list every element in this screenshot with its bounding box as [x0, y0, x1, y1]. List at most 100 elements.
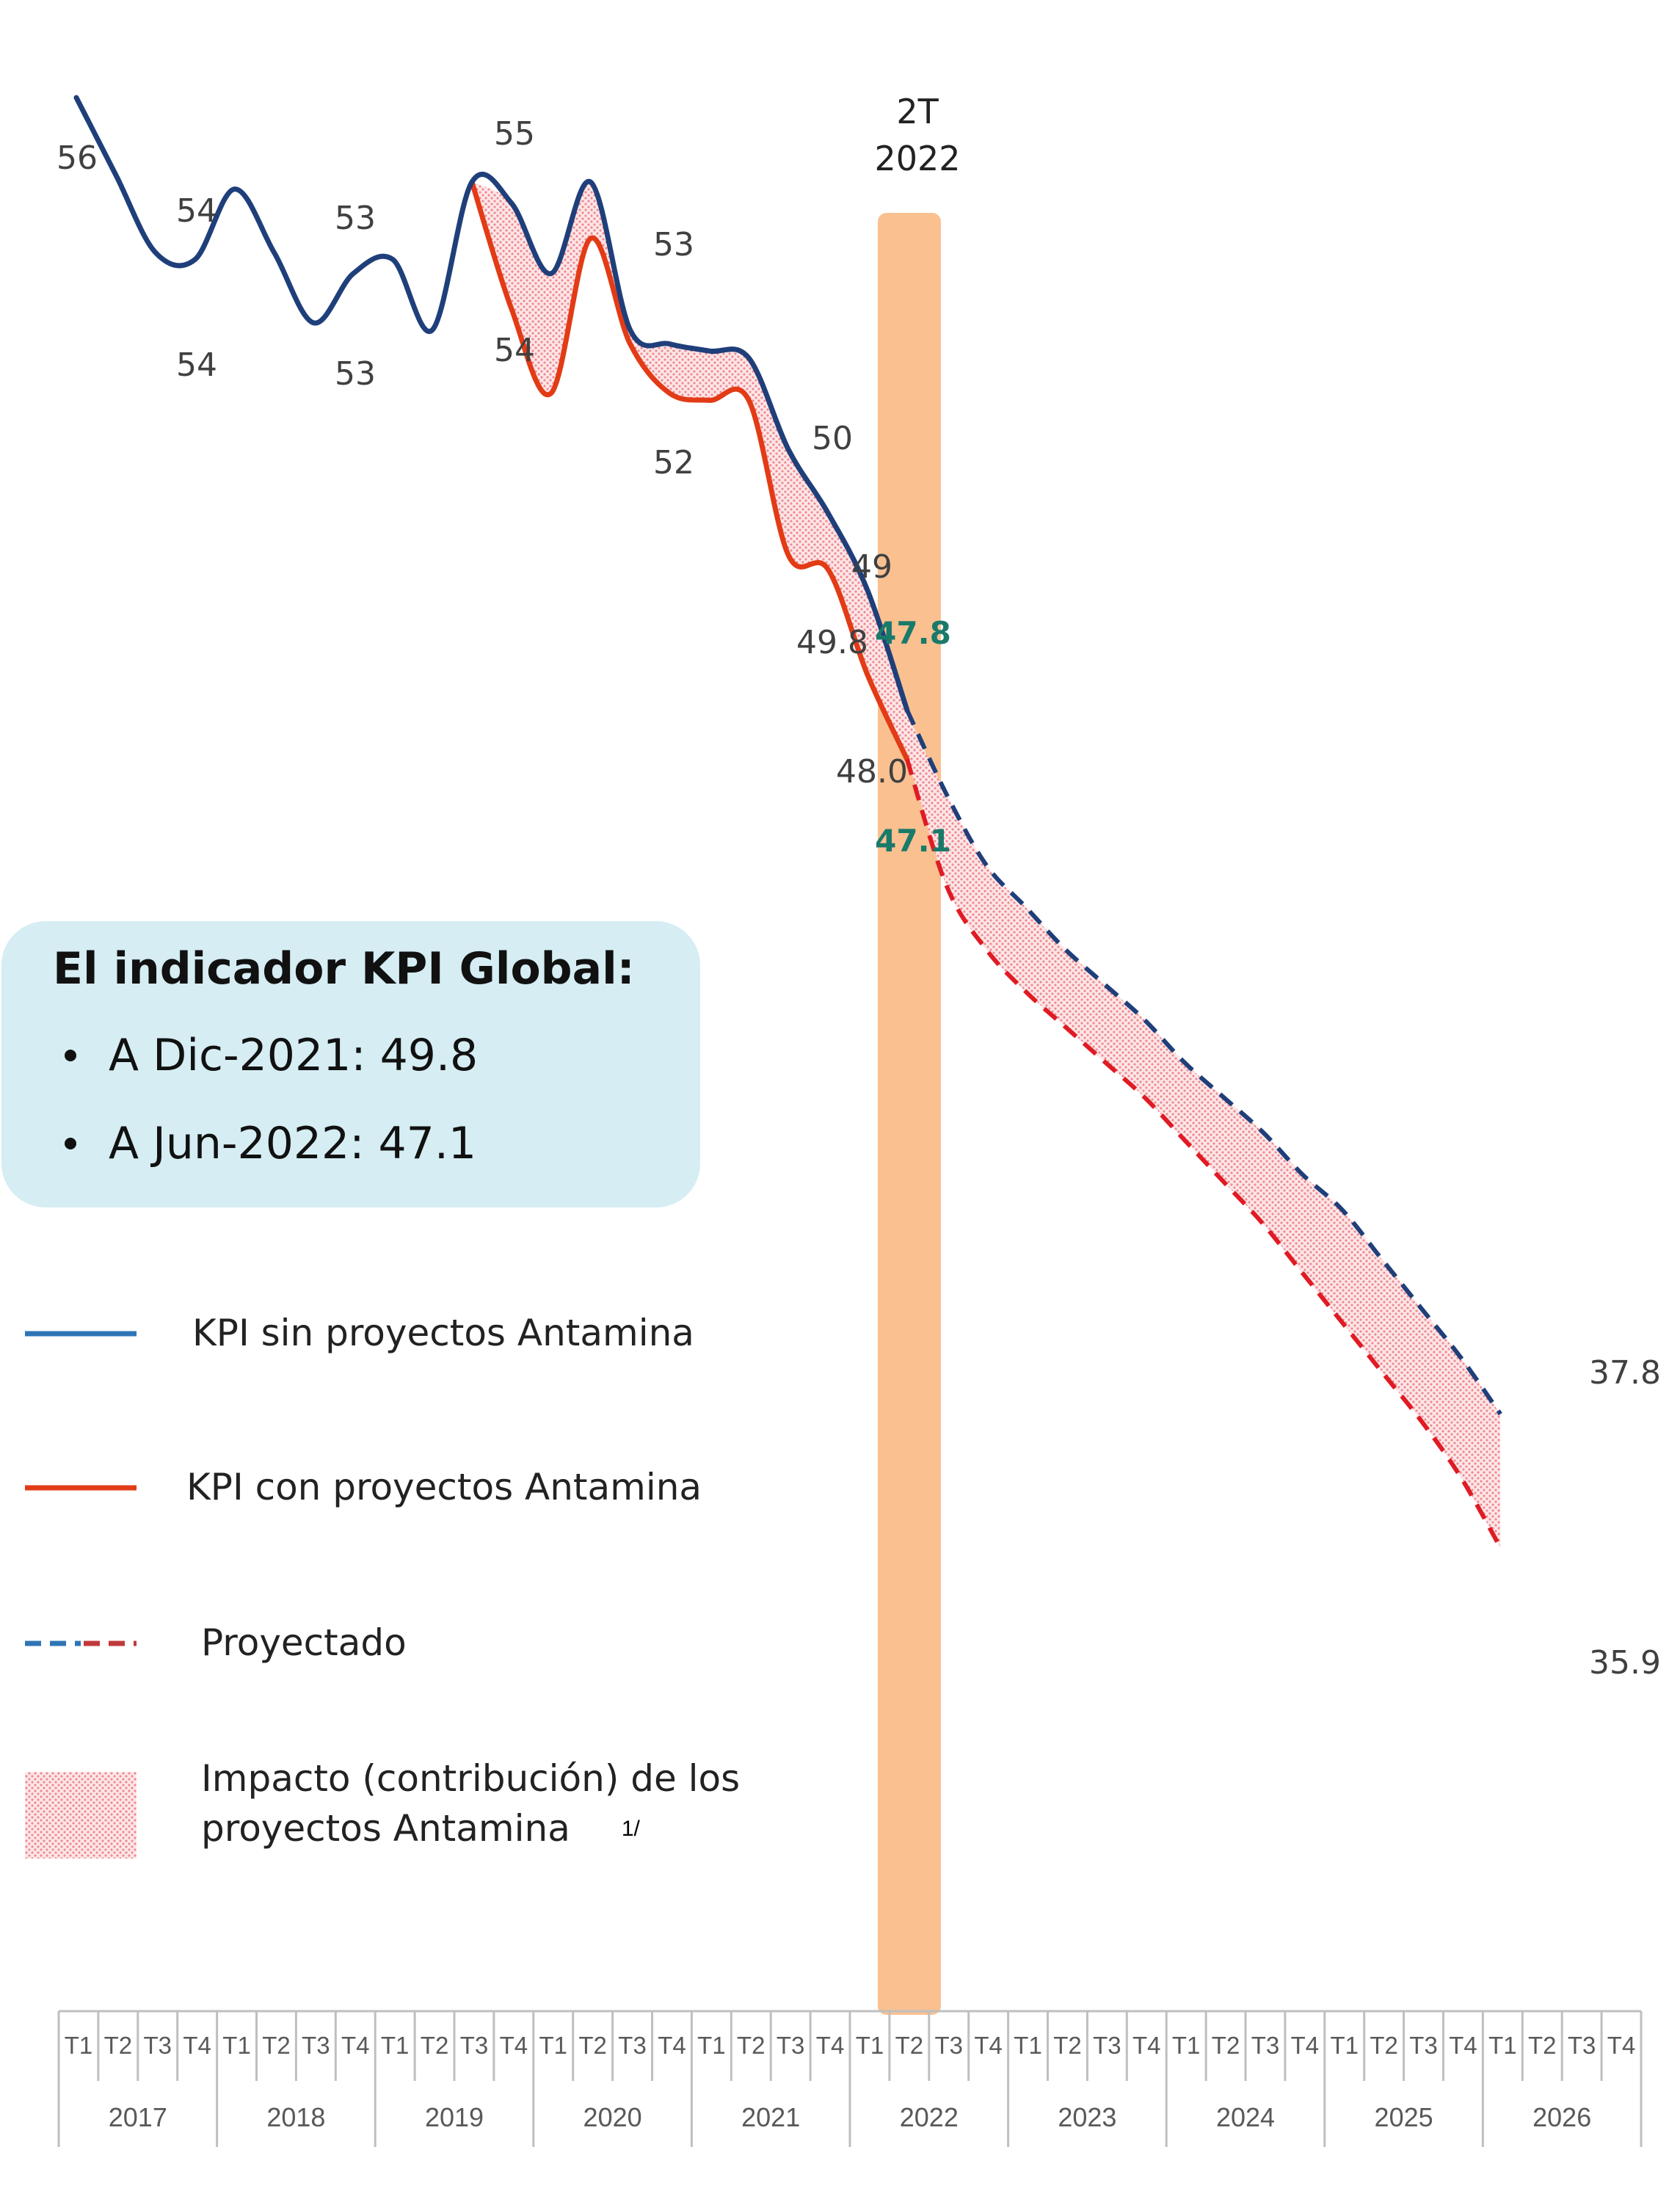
tick-label-quarter: T1: [1172, 2032, 1201, 2059]
data-label: 48.0: [836, 753, 908, 791]
tick-label-quarter: T3: [777, 2032, 805, 2059]
tick-label-year: 2024: [1216, 2102, 1275, 2132]
tick-label-year: 2020: [583, 2102, 642, 2132]
summary-item-dec-2021: A Dic-2021: 49.8: [53, 1030, 700, 1081]
tick-label-quarter: T3: [934, 2032, 963, 2059]
tick-label-year: 2026: [1532, 2102, 1591, 2132]
data-label: 52: [653, 444, 694, 482]
tick-label-quarter: T4: [816, 2032, 845, 2059]
x-axis: T1 T2 T3 T4 T1 T2 T3 T4 T1 T2 T3 T4 T1 T2 T3 T4 T1 T2 T3 T4…: [57, 2010, 1643, 2147]
legend-swatch-dashed-line: [25, 1640, 137, 1646]
series-sin-line: [73, 95, 910, 713]
kpi-summary-box: El indicador KPI Global: A Dic-2021: 49.…: [1, 921, 700, 1207]
legend-swatch-red-line: [25, 1485, 137, 1491]
tick-label-quarter: T3: [1409, 2032, 1438, 2059]
tick-label-quarter: T3: [618, 2032, 647, 2059]
tick-label-quarter: T4: [1132, 2032, 1161, 2059]
tick-label-quarter: T4: [974, 2032, 1003, 2059]
data-label: 35.9: [1589, 1644, 1661, 1682]
data-label: 54: [494, 332, 535, 369]
highlight-period-label-2: 2022: [874, 139, 960, 178]
legend-label: Proyectado: [201, 1621, 407, 1664]
series-con-line: [469, 179, 910, 762]
tick-label-quarter: T3: [302, 2032, 330, 2059]
tick-label-year: 2023: [1058, 2102, 1116, 2132]
tick-label-quarter: T1: [1330, 2032, 1359, 2059]
tick-label-quarter: T1: [65, 2032, 93, 2059]
legend-label: Impacto (contribución) de los proyectos …: [201, 1757, 741, 1850]
tick-label-quarter: T2: [262, 2032, 291, 2059]
tick-label-year: 2022: [900, 2102, 959, 2132]
tick-label-quarter: T1: [539, 2032, 567, 2059]
tick-label-quarter: T2: [421, 2032, 449, 2059]
tick-label-quarter: T1: [381, 2032, 410, 2059]
tick-label-quarter: T2: [1370, 2032, 1398, 2059]
highlight-period-bar: [878, 213, 941, 2015]
tick-label-quarter: T4: [341, 2032, 370, 2059]
tick-label-quarter: T3: [143, 2032, 172, 2059]
tick-label-quarter: T4: [1607, 2032, 1636, 2059]
legend-item-sin: KPI sin proyectos Antamina: [22, 1309, 694, 1359]
legend-label: KPI sin proyectos Antamina: [192, 1312, 694, 1354]
tick-label-quarter: T1: [856, 2032, 884, 2059]
tick-label-quarter: T2: [1053, 2032, 1082, 2059]
bullet-icon: [65, 1050, 76, 1061]
data-label: 50: [812, 420, 853, 457]
data-label: 53: [335, 355, 376, 393]
data-label: 47.8: [875, 615, 951, 651]
highlight-period-label-1: 2T: [896, 92, 939, 131]
legend-swatch-blue-line: [25, 1331, 137, 1337]
tick-label-quarter: T2: [895, 2032, 924, 2059]
legend-item-impacto: Impacto (contribución) de los proyectos …: [22, 1754, 803, 1860]
data-label: 49: [851, 548, 892, 586]
data-label: 47.1: [875, 823, 951, 859]
tick-label-quarter: T1: [1488, 2032, 1517, 2059]
legend-footnote: 1/: [621, 1817, 640, 1842]
legend-item-con: KPI con proyectos Antamina: [22, 1463, 702, 1513]
data-label: 54: [176, 346, 217, 384]
data-labels: 56 54 54 53 53 55 54 53 52 50 49 49.8 48.0 47.8 47.1 37…: [57, 115, 1661, 1682]
tick-label-quarter: T4: [500, 2032, 528, 2059]
series-sin-projected-line: [905, 709, 1502, 1416]
tick-label-quarter: T2: [104, 2032, 133, 2059]
tick-label-quarter: T4: [1291, 2032, 1320, 2059]
tick-label-quarter: T2: [1528, 2032, 1557, 2059]
data-label: 37.8: [1589, 1354, 1661, 1392]
legend-label: KPI con proyectos Antamina: [186, 1466, 702, 1508]
tick-label-quarter: T3: [1251, 2032, 1280, 2059]
tick-label-quarter: T1: [697, 2032, 726, 2059]
bullet-icon: [65, 1138, 76, 1149]
tick-label-quarter: T4: [183, 2032, 211, 2059]
data-label: 53: [653, 226, 694, 264]
tick-label-quarter: T1: [1014, 2032, 1042, 2059]
data-label: 54: [176, 192, 217, 230]
summary-item-text: A Dic-2021: 49.8: [109, 1030, 479, 1081]
tick-label-quarter: T3: [1093, 2032, 1121, 2059]
tick-label-year: 2019: [425, 2102, 484, 2132]
summary-title: El indicador KPI Global:: [53, 943, 635, 995]
series-con-projected-line: [905, 758, 1503, 1549]
legend-swatch-hatched: [25, 1772, 137, 1858]
legend-item-proyectado: Proyectado: [22, 1618, 407, 1668]
data-label: 53: [335, 200, 376, 237]
tick-label-year: 2017: [109, 2102, 167, 2132]
tick-label-quarter: T3: [460, 2032, 489, 2059]
tick-label-year: 2021: [741, 2102, 800, 2132]
data-label: 49.8: [796, 624, 868, 661]
legend-label-block: Impacto (contribución) de los proyectos …: [201, 1754, 803, 1853]
summary-item-jun-2022: A Jun-2022: 47.1: [53, 1118, 700, 1169]
data-label: 56: [57, 139, 98, 177]
tick-label-quarter: T1: [222, 2032, 251, 2059]
tick-label-quarter: T4: [1449, 2032, 1477, 2059]
tick-label-quarter: T2: [578, 2032, 607, 2059]
series-lines: [73, 95, 1503, 1549]
tick-label-quarter: T2: [1212, 2032, 1240, 2059]
tick-label-year: 2025: [1375, 2102, 1433, 2132]
summary-item-text: A Jun-2022: 47.1: [109, 1118, 477, 1169]
tick-label-quarter: T2: [737, 2032, 766, 2059]
data-label: 55: [494, 115, 535, 153]
tick-label-quarter: T4: [658, 2032, 686, 2059]
tick-label-quarter: T3: [1568, 2032, 1596, 2059]
tick-label-year: 2018: [266, 2102, 325, 2132]
